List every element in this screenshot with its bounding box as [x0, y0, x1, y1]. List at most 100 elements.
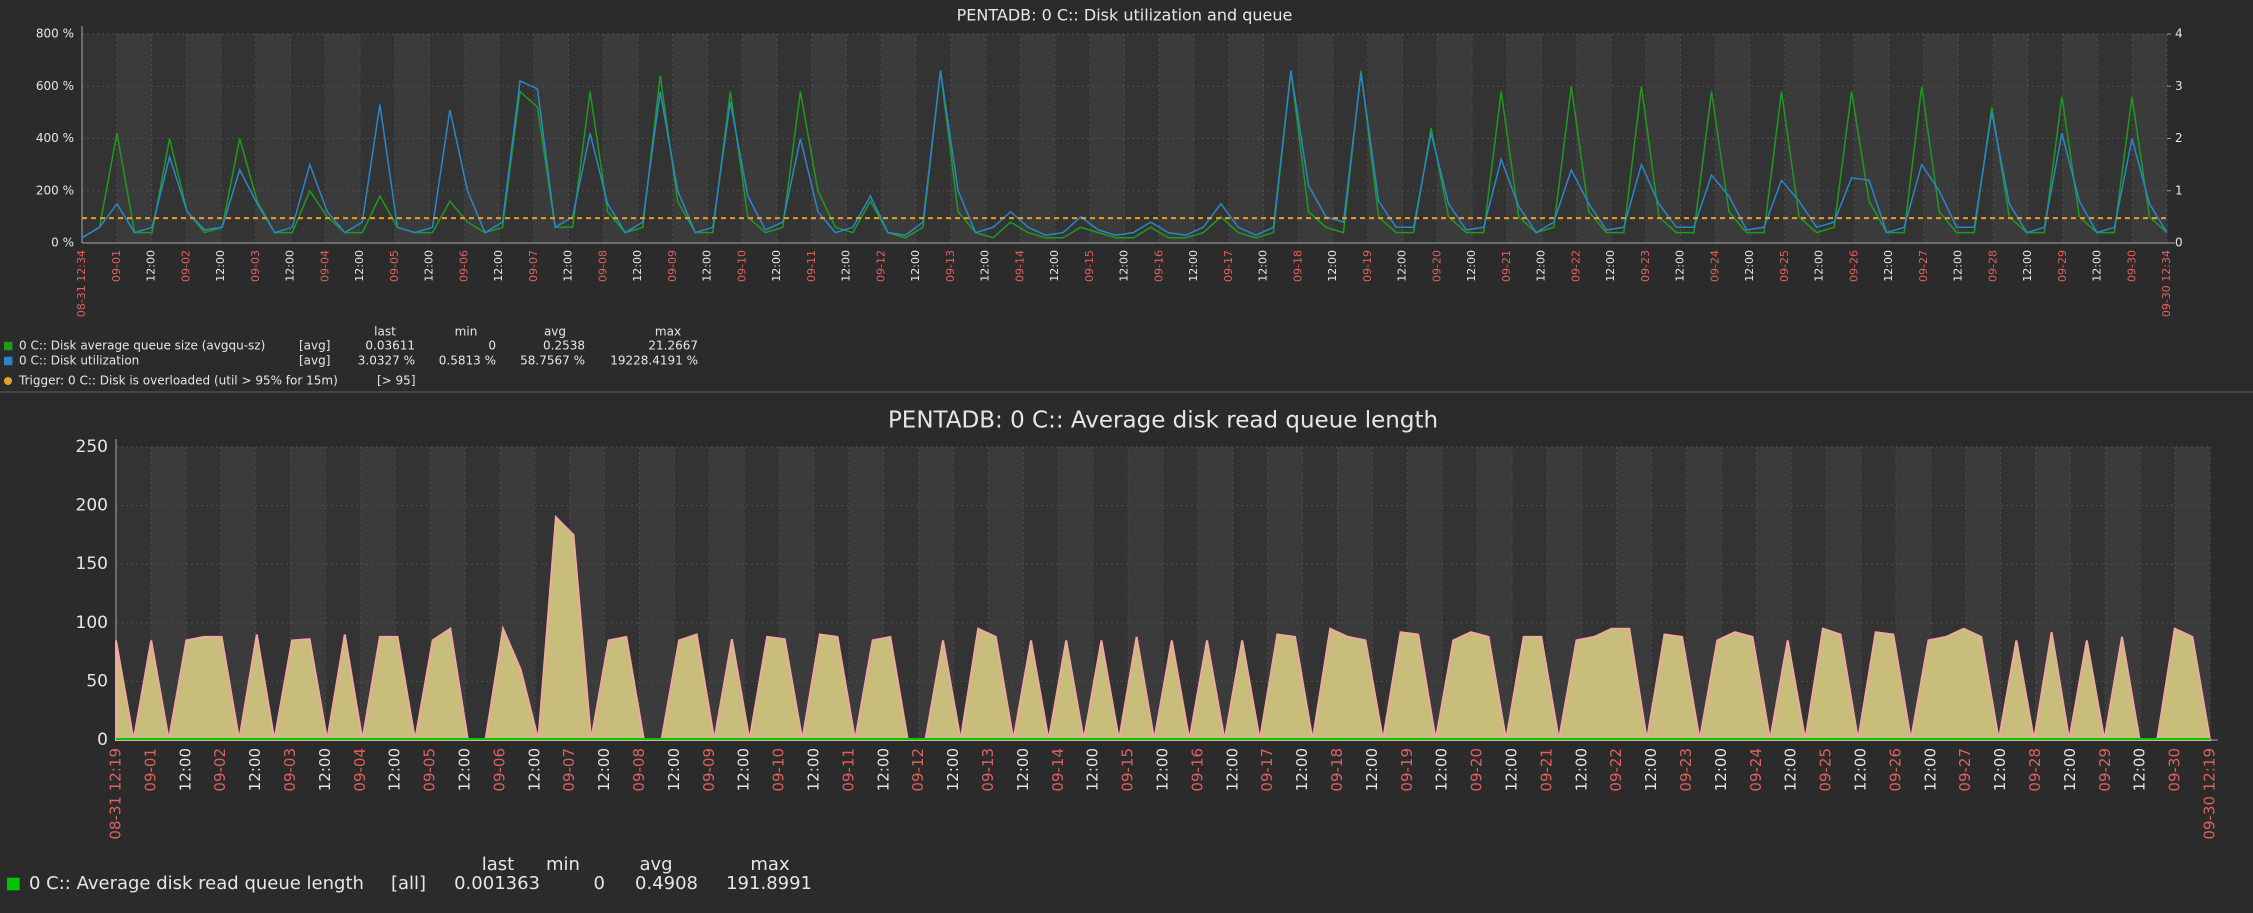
x-tick-label: 09-30 [2166, 748, 2184, 792]
x-tick-label: 09-19 [1398, 748, 1416, 792]
trigger-label: Trigger: 0 C:: Disk is overloaded (util … [18, 374, 338, 388]
legend-swatch [7, 877, 20, 891]
x-tick-label: 09-04 [318, 250, 331, 282]
x-tick-label: 12:00 [1433, 748, 1451, 791]
x-tick-label: 09-02 [179, 250, 192, 282]
x-tick-label: 09-12 [874, 250, 887, 282]
x-tick-label: 09-17 [1222, 250, 1235, 282]
x-tick-label: 12:00 [1712, 748, 1730, 791]
x-tick-label: 12:00 [1782, 748, 1800, 791]
y2-tick-label: 3 [2175, 79, 2183, 93]
x-tick-label: 09-13 [944, 250, 957, 282]
x-tick-label: 09-09 [700, 748, 718, 792]
x-tick-label: 09-16 [1152, 250, 1165, 282]
x-tick-label: 09-12 [909, 748, 927, 792]
x-tick-label: 09-29 [2056, 250, 2069, 282]
x-tick-label: 09-25 [1778, 250, 1791, 282]
x-tick-label: 12:00 [2061, 748, 2079, 791]
legend-avg: 0.4908 [635, 873, 698, 894]
x-tick-label: 12:00 [735, 748, 753, 791]
chart-title: PENTADB: 0 C:: Average disk read queue l… [888, 408, 1438, 434]
x-tick-label: 09-09 [666, 250, 679, 282]
series-line [81, 70, 2168, 239]
x-tick-label: 08-31 12:34 [75, 250, 88, 317]
x-tick-label: 09-05 [421, 748, 439, 792]
period-shade [811, 34, 847, 243]
x-tick-label: 12:00 [456, 748, 474, 791]
x-tick-label: 12:00 [595, 748, 613, 791]
x-tick-label: 12:00 [246, 748, 264, 791]
y-tick-label: 0 [97, 730, 108, 750]
legend-name: 0 C:: Average disk read queue length [29, 873, 364, 894]
legend-min: 0 [594, 873, 605, 894]
legend-func: [avg] [299, 339, 330, 353]
x-tick-label: 09-03 [249, 250, 262, 282]
x-tick-label: 09-11 [805, 250, 818, 282]
x-tick-label: 09-19 [1361, 250, 1374, 282]
legend-max: 21.2667 [648, 339, 698, 353]
legend-swatch [4, 356, 13, 366]
x-tick-label: 09-30 12:34 [2160, 250, 2173, 317]
legend-min: 0 [488, 339, 496, 353]
x-tick-label: 12:00 [1743, 250, 1756, 282]
x-tick-label: 09-30 12:19 [2201, 748, 2219, 840]
x-tick-label: 09-22 [1569, 250, 1582, 282]
x-tick-label: 12:00 [770, 250, 783, 282]
legend-avg: 58.7567 % [520, 354, 585, 368]
legend-header: max [655, 325, 681, 339]
x-tick-label: 12:00 [1465, 250, 1478, 282]
x-tick-label: 12:00 [2021, 250, 2034, 282]
x-tick-label: 12:00 [145, 250, 158, 282]
x-tick-label: 12:00 [1154, 748, 1172, 791]
x-tick-label: 12:00 [1572, 748, 1590, 791]
y2-tick-label: 4 [2175, 27, 2183, 41]
x-tick-label: 12:00 [1952, 250, 1965, 282]
x-tick-label: 09-11 [839, 748, 857, 792]
x-tick-label: 12:00 [1084, 748, 1102, 791]
x-tick-label: 12:00 [386, 748, 404, 791]
x-tick-label: 12:00 [1326, 250, 1339, 282]
x-tick-label: 09-23 [1677, 748, 1695, 792]
x-tick-label: 12:00 [2131, 748, 2149, 791]
series-line [81, 70, 2168, 239]
x-tick-label: 08-31 12:19 [107, 748, 125, 840]
x-tick-label: 12:00 [944, 748, 962, 791]
y-tick-label: 250 [76, 437, 108, 457]
x-tick-label: 09-15 [1119, 748, 1137, 792]
x-tick-label: 09-29 [2096, 748, 2114, 792]
x-tick-label: 09-08 [630, 748, 648, 792]
y-tick-label: 200 [76, 496, 108, 516]
y2-tick-label: 1 [2175, 183, 2183, 197]
x-tick-label: 12:00 [1852, 748, 1870, 791]
x-tick-label: 12:00 [1396, 250, 1409, 282]
x-tick-label: 12:00 [284, 250, 297, 282]
x-tick-label: 12:00 [1674, 250, 1687, 282]
x-tick-label: 09-13 [979, 748, 997, 792]
x-tick-label: 12:00 [631, 250, 644, 282]
y-tick-label: 0 % [51, 236, 74, 250]
x-tick-label: 09-15 [1083, 250, 1096, 282]
x-tick-label: 09-10 [770, 748, 788, 792]
y-tick-label: 50 [86, 671, 108, 691]
legend-header: last [374, 325, 396, 339]
y-tick-label: 400 % [36, 131, 74, 145]
legend-name: 0 C:: Disk average queue size (avgqu-sz) [19, 339, 265, 353]
chart-title: PENTADB: 0 C:: Disk utilization and queu… [957, 6, 1293, 25]
x-tick-label: 09-17 [1258, 748, 1276, 792]
x-tick-label: 12:00 [316, 748, 334, 791]
x-tick-label: 09-16 [1188, 748, 1206, 792]
x-tick-label: 09-21 [1537, 748, 1555, 792]
legend-header: avg [544, 325, 566, 339]
y-tick-label: 800 % [36, 27, 74, 41]
legend-last: 0.001363 [454, 873, 540, 894]
x-tick-label: 12:00 [1991, 748, 2009, 791]
x-tick-label: 12:00 [423, 250, 436, 282]
legend-func: [all] [391, 873, 426, 894]
x-tick-label: 09-22 [1607, 748, 1625, 792]
x-tick-label: 12:00 [353, 250, 366, 282]
legend-swatch [4, 341, 13, 351]
period-shade [1506, 34, 1542, 243]
x-tick-label: 09-06 [457, 250, 470, 282]
